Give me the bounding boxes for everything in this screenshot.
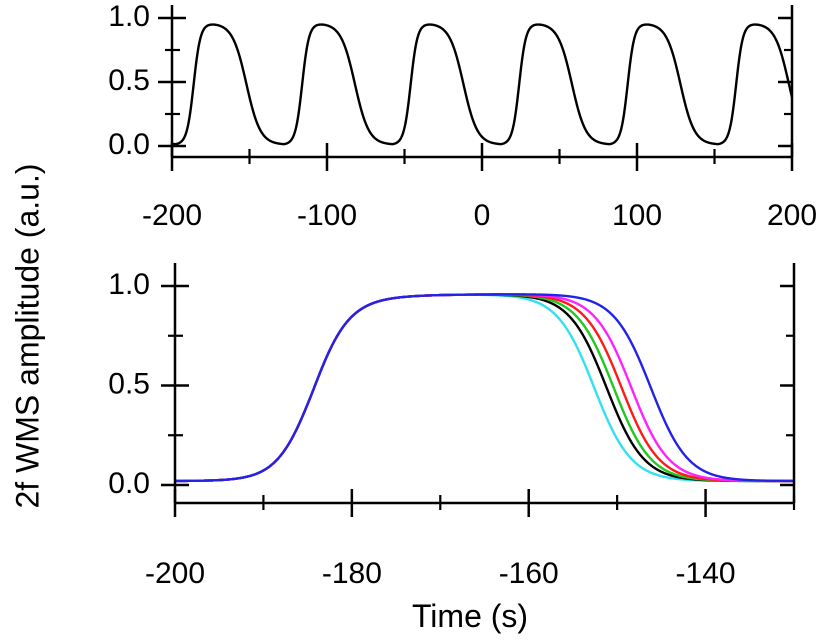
series-line-blue [175,293,794,483]
x-tick-label: -140 [676,557,736,590]
x-tick-label: -200 [145,557,205,590]
y-tick-label: 0.5 [108,367,150,400]
series-line-signal [172,23,792,146]
x-axis-title: Time (s) [412,598,528,634]
x-tick-label: -180 [322,557,382,590]
y-tick-label: 0.5 [108,64,150,97]
series-line-black [175,293,794,483]
x-tick-label: 100 [612,199,662,232]
plot-area [172,23,792,146]
series-line-magenta [175,293,794,483]
x-tick-label: -100 [297,199,357,232]
y-tick-label: 0.0 [108,467,150,500]
series-line-green [175,293,794,483]
y-axis-title: 2f WMS amplitude (a.u.) [9,164,45,509]
y-tick-label: 1.0 [108,268,150,301]
bottom-panel: -200 -180 -160 -140 0.0 0.5 1.0 [108,263,796,590]
y-tick-label: 1.0 [108,0,150,33]
x-tick-label: -160 [499,557,559,590]
top-panel: -200 -100 0 100 200 0.0 0.5 1.0 [108,0,817,232]
series-line-red [175,293,794,483]
y-tick-label: 0.0 [108,128,150,161]
x-tick-label: 200 [767,199,817,232]
x-tick-label: 0 [474,199,491,232]
plot-area [175,293,794,483]
series-line-cyan [175,293,794,483]
x-tick-label: -200 [142,199,202,232]
